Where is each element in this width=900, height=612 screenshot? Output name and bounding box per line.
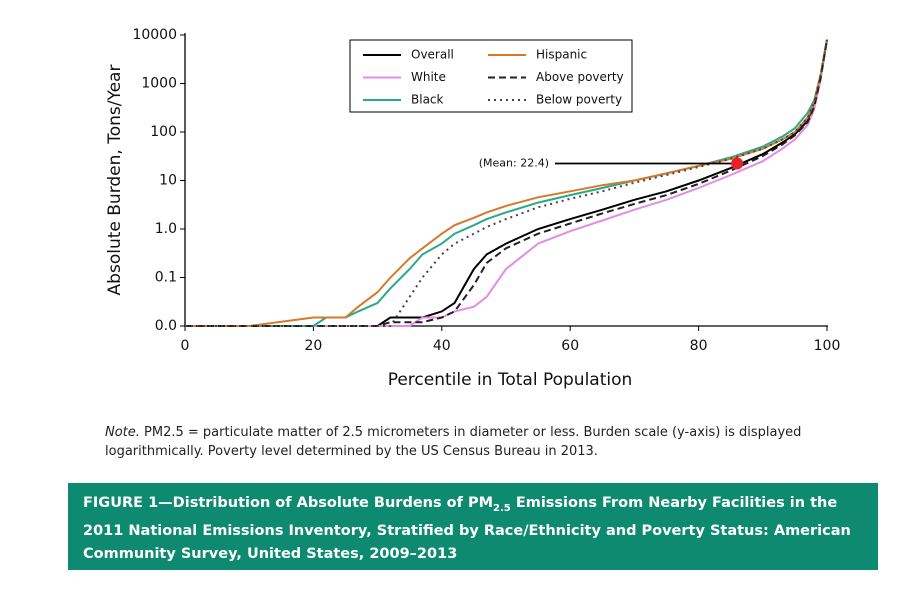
legend-label: Black: [411, 93, 444, 107]
legend-label: Overall: [411, 48, 454, 62]
legend-box: [349, 39, 633, 113]
series-line: [185, 39, 828, 327]
annotation-label: (Mean: 22.4): [479, 157, 549, 170]
x-tick-label: 60: [561, 338, 579, 354]
x-tick-label: 0: [181, 338, 190, 354]
series-line: [185, 39, 828, 327]
y-tick-label: 1.0: [155, 221, 177, 237]
y-tick-label: 0.1: [155, 270, 177, 286]
x-tick-label: 80: [690, 338, 708, 354]
note-label: Note.: [105, 425, 140, 440]
y-axis-label: Absolute Burden, Tons/Year: [105, 65, 125, 296]
x-tick-label: 100: [814, 338, 841, 354]
y-tick-label: 1000: [141, 76, 177, 92]
note-text: PM2.5 = particulate matter of 2.5 microm…: [105, 425, 802, 459]
y-tick-label: 10000: [132, 27, 177, 43]
y-tick-label: 10: [159, 173, 177, 189]
caption: FIGURE 1—Distribution of Absolute Burden…: [68, 483, 878, 570]
legend-label: Below poverty: [536, 93, 622, 107]
chart: Absolute Burden, Tons/Year Percentile in…: [105, 27, 841, 390]
caption-subscript: 2.5: [493, 502, 511, 514]
caption-text: Emissions From Nearby Facilities in the …: [83, 495, 851, 562]
legend-label: Above poverty: [536, 70, 624, 84]
y-tick-label: 100: [150, 124, 177, 140]
caption-text: FIGURE 1—Distribution of Absolute Burden…: [83, 495, 494, 511]
x-tick-label: 40: [433, 338, 451, 354]
legend-label: Hispanic: [536, 48, 587, 62]
note: Note. PM2.5 = particulate matter of 2.5 …: [105, 423, 865, 461]
x-axis-label: Percentile in Total Population: [388, 370, 633, 390]
annotation-point: [731, 157, 744, 170]
x-tick-label: 20: [304, 338, 322, 354]
legend-label: White: [411, 70, 446, 84]
y-tick-label: 0.0: [155, 318, 177, 334]
